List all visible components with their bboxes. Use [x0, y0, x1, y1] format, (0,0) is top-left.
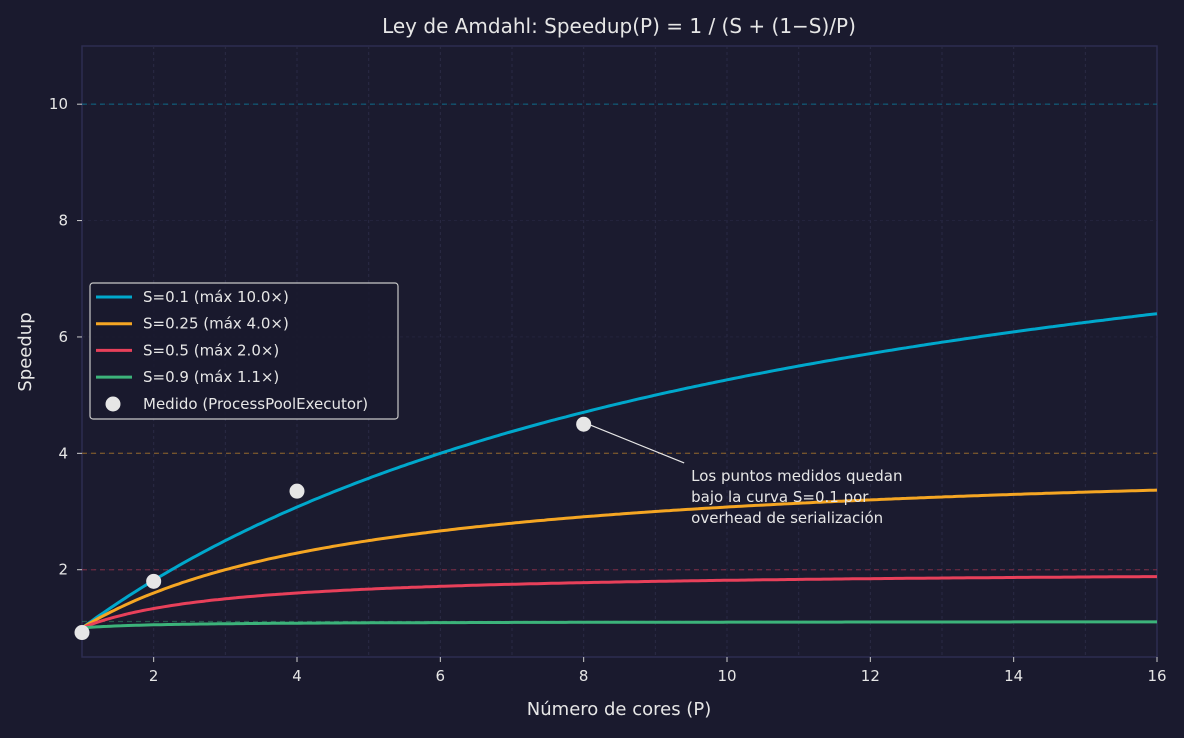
measured-point — [74, 625, 90, 641]
annotation-line-2: bajo la curva S=0.1 por — [691, 488, 869, 506]
legend-label: S=0.25 (máx 4.0×) — [143, 315, 289, 333]
annotation-arrow — [590, 424, 685, 464]
x-tick-label: 12 — [861, 667, 880, 685]
series-line — [81, 575, 1157, 630]
series-line — [81, 620, 1157, 630]
annotation-line-1: Los puntos medidos quedan — [691, 467, 902, 485]
axis-ticks: 2 4 6 8 10 12 14 16 2 4 6 8 10 — [49, 95, 1167, 685]
series-line — [81, 488, 1158, 630]
measured-point — [146, 573, 162, 589]
legend-label: S=0.9 (máx 1.1×) — [143, 368, 279, 386]
y-tick-label: 6 — [58, 328, 68, 346]
x-tick-label: 16 — [1147, 667, 1166, 685]
legend-label: S=0.1 (máx 10.0×) — [143, 288, 289, 306]
x-tick-label: 8 — [579, 667, 589, 685]
y-tick-label: 2 — [58, 561, 68, 579]
annotation-text: Los puntos medidos quedan bajo la curva … — [691, 467, 907, 527]
annotation: Los puntos medidos quedan bajo la curva … — [590, 424, 907, 527]
legend-marker-measured — [105, 396, 121, 412]
measured-point — [576, 416, 592, 432]
series-line — [81, 312, 1158, 630]
x-tick-label: 14 — [1004, 667, 1023, 685]
legend: S=0.1 (máx 10.0×) S=0.25 (máx 4.0×) S=0.5 … — [89, 282, 399, 420]
annotation-line-3: overhead de serialización — [691, 509, 883, 527]
legend-label: S=0.5 (máx 2.0×) — [143, 341, 279, 359]
measured-points — [74, 416, 592, 641]
y-tick-label: 8 — [58, 212, 68, 230]
y-axis-label: Speedup — [15, 312, 36, 391]
y-tick-label: 4 — [58, 444, 68, 462]
y-tick-label: 10 — [49, 95, 68, 113]
x-tick-label: 2 — [149, 667, 159, 685]
measured-point — [289, 483, 305, 499]
legend-label-measured: Medido (ProcessPoolExecutor) — [143, 395, 368, 413]
x-tick-label: 6 — [436, 667, 446, 685]
x-tick-label: 4 — [292, 667, 302, 685]
legend-box — [89, 282, 399, 420]
x-tick-label: 10 — [717, 667, 736, 685]
curves — [81, 312, 1158, 630]
chart-title: Ley de Amdahl: Speedup(P) = 1 / (S + (1−… — [382, 14, 856, 38]
x-axis-label: Número de cores (P) — [527, 699, 711, 720]
